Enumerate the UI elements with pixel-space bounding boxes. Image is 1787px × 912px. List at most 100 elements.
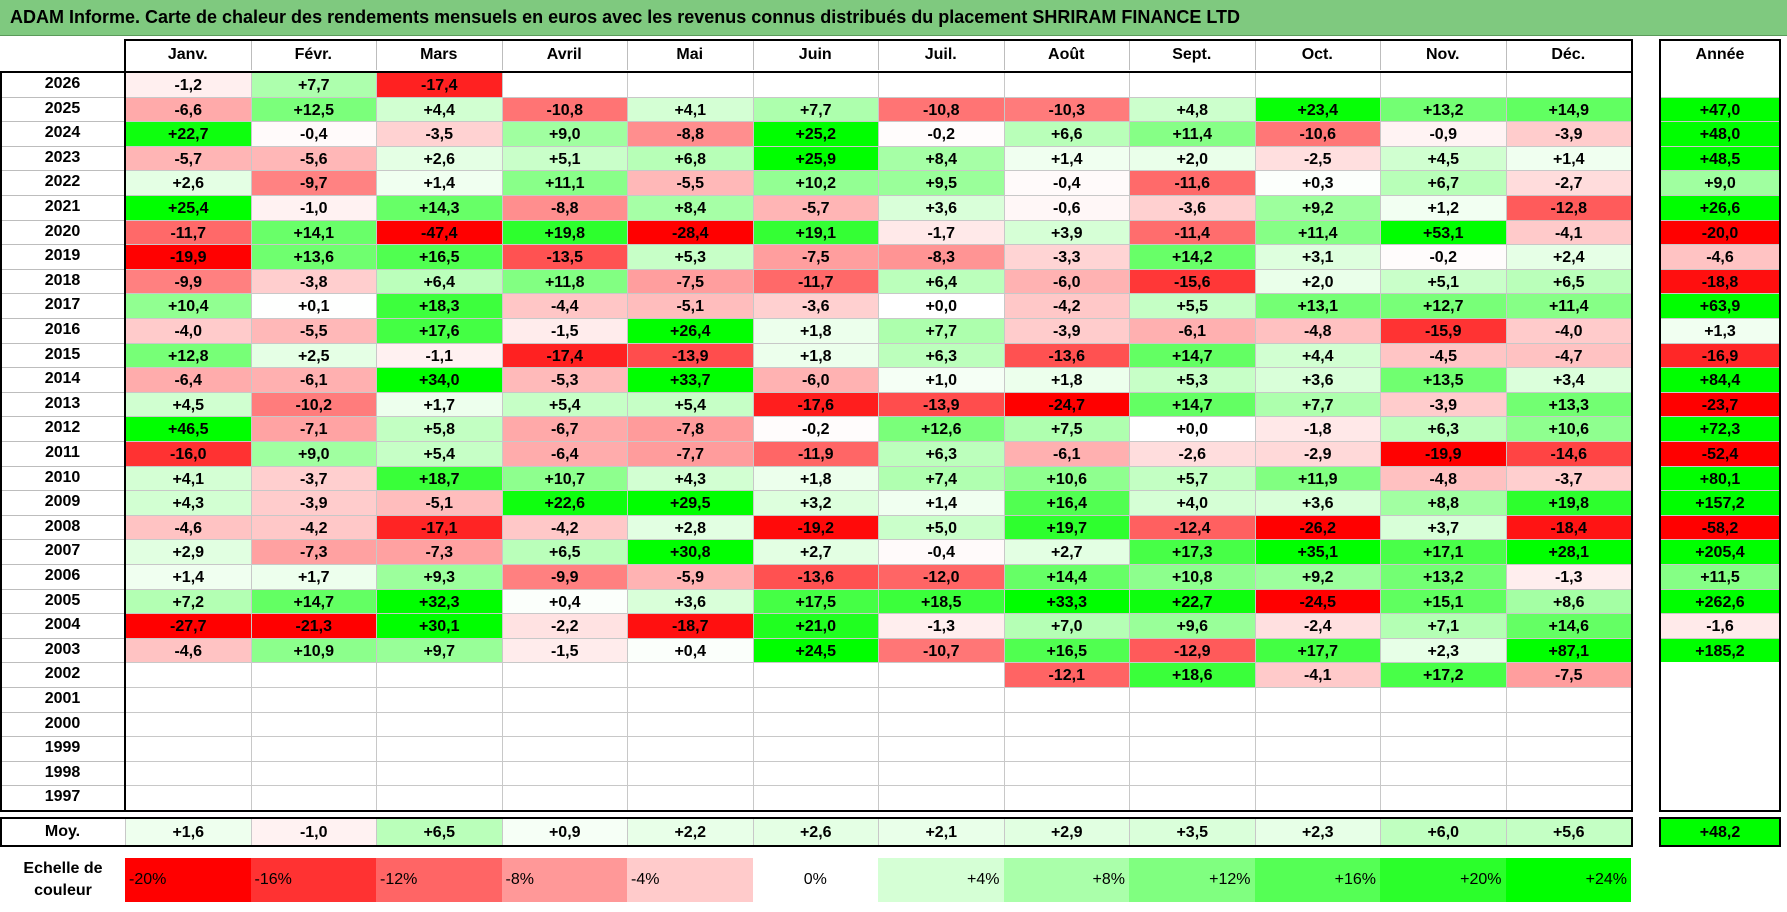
heatmap-cell: -13,9 — [627, 342, 754, 369]
heatmap-cell: -3,9 — [1505, 121, 1632, 147]
heatmap-cell: +32,3 — [376, 588, 503, 615]
heatmap-cell: +3,6 — [1254, 490, 1381, 516]
heatmap-cell: -12,9 — [1129, 637, 1256, 664]
heatmap-cell: +7,7 — [752, 96, 879, 123]
heatmap-cell — [627, 736, 754, 762]
heatmap-cell: -2,6 — [1129, 441, 1256, 467]
average-cell: +6,5 — [376, 818, 503, 846]
color-scale-swatch: 0% — [752, 858, 878, 902]
heatmap-cell: +7,7 — [1254, 391, 1381, 418]
heatmap-cell — [250, 687, 377, 713]
row-separator — [0, 662, 125, 664]
heatmap-cell: -5,1 — [627, 293, 754, 319]
heatmap-cell — [627, 711, 754, 738]
heatmap-cell: +9,5 — [878, 170, 1005, 196]
month-header: Mai — [676, 46, 704, 63]
heatmap-cell — [376, 662, 503, 688]
heatmap-cell: +4,0 — [1129, 490, 1256, 516]
annual-cell — [1660, 662, 1780, 688]
color-scale-swatch: -12% — [376, 858, 502, 902]
heatmap-cell — [627, 687, 754, 713]
row-separator — [0, 268, 125, 270]
heatmap-cell: +87,1 — [1505, 637, 1632, 664]
heatmap-cell: -4,8 — [1380, 465, 1507, 492]
heatmap-cell — [125, 662, 252, 688]
heatmap-cell: -3,5 — [376, 121, 503, 147]
heatmap-cell: -13,9 — [878, 391, 1005, 418]
year-label: 2000 — [44, 714, 81, 732]
heatmap-cell: +5,3 — [1129, 367, 1256, 393]
row-separator — [0, 465, 125, 467]
average-cell: -1,0 — [250, 818, 377, 846]
color-scale-swatch: +24% — [1505, 858, 1631, 902]
header-separator — [376, 40, 377, 70]
heatmap-cell: -2,2 — [501, 613, 628, 639]
heatmap-cell: +6,3 — [878, 342, 1005, 369]
year-label: 2001 — [44, 690, 81, 707]
heatmap-cell — [878, 662, 1005, 688]
heatmap-cell: +1,2 — [1380, 195, 1507, 221]
average-cell: +2,9 — [1003, 818, 1130, 846]
heatmap-cell — [1254, 711, 1381, 738]
heatmap-cell — [250, 785, 377, 811]
heatmap-cell: -0,6 — [1003, 195, 1130, 221]
row-separator — [0, 441, 125, 442]
annual-cell — [1660, 687, 1780, 713]
heatmap-cell: -12,0 — [878, 564, 1005, 590]
heatmap-cell: +25,9 — [752, 145, 879, 172]
header-separator — [878, 40, 879, 70]
heatmap-cell — [1505, 736, 1632, 762]
header-separator — [627, 40, 628, 70]
heatmap-cell: -3,6 — [752, 293, 879, 319]
heatmap-cell: -1,3 — [1505, 564, 1632, 590]
year-label: 2005 — [44, 591, 81, 609]
heatmap-cell: -6,0 — [752, 367, 879, 393]
heatmap-cell: -3,7 — [1505, 465, 1632, 492]
heatmap-cell: -3,9 — [250, 490, 377, 516]
heatmap-cell: +11,4 — [1129, 121, 1256, 147]
heatmap-cell: -5,6 — [250, 145, 377, 172]
heatmap-cell: +4,5 — [125, 391, 252, 418]
heatmap-cell: -10,3 — [1003, 96, 1130, 123]
year-label: 2010 — [44, 468, 81, 486]
heatmap-cell: -1,2 — [125, 72, 252, 98]
heatmap-cell: +6,6 — [1003, 121, 1130, 147]
heatmap-cell: -15,6 — [1129, 268, 1256, 295]
heatmap-cell — [752, 736, 879, 762]
heatmap-cell: +9,2 — [1254, 564, 1381, 590]
heatmap-cell: +6,8 — [627, 145, 754, 172]
heatmap-cell — [376, 736, 503, 762]
heatmap-cell: +9,6 — [1129, 613, 1256, 639]
heatmap-cell: +7,7 — [878, 318, 1005, 344]
year-label: 2020 — [44, 222, 81, 240]
color-scale-swatch: +16% — [1254, 858, 1380, 902]
month-header: Sept. — [1172, 46, 1212, 63]
heatmap-cell: +11,8 — [501, 268, 628, 295]
row-separator — [0, 736, 125, 738]
row-separator — [0, 121, 125, 123]
year-label: 2006 — [44, 567, 81, 584]
heatmap-cell — [376, 760, 503, 787]
year-label: 1998 — [44, 763, 81, 781]
heatmap-cell: +19,7 — [1003, 514, 1130, 541]
header-separator — [501, 40, 503, 70]
year-label: 2017 — [44, 296, 81, 314]
year-label: 2022 — [44, 173, 81, 191]
heatmap-cell — [376, 711, 503, 738]
annual-cell: +84,4 — [1660, 367, 1780, 393]
row-separator — [0, 810, 125, 811]
heatmap-cell — [501, 760, 628, 787]
month-header: Juin — [798, 46, 832, 63]
heatmap-cell: -4,6 — [125, 514, 252, 541]
heatmap-cell: -7,8 — [627, 416, 754, 442]
heatmap-cell — [1254, 736, 1381, 762]
heatmap-cell: +3,6 — [1254, 367, 1381, 393]
heatmap-cell: +3,2 — [752, 490, 879, 516]
heatmap-cell: +21,0 — [752, 613, 879, 639]
heatmap-cell: +29,5 — [627, 490, 754, 516]
heatmap-cell: -3,6 — [1129, 195, 1256, 221]
heatmap-cell: +1,0 — [878, 367, 1005, 393]
heatmap-cell: +5,3 — [627, 244, 754, 270]
heatmap-cell: +4,8 — [1129, 96, 1256, 123]
heatmap-cell: +35,1 — [1254, 539, 1381, 565]
